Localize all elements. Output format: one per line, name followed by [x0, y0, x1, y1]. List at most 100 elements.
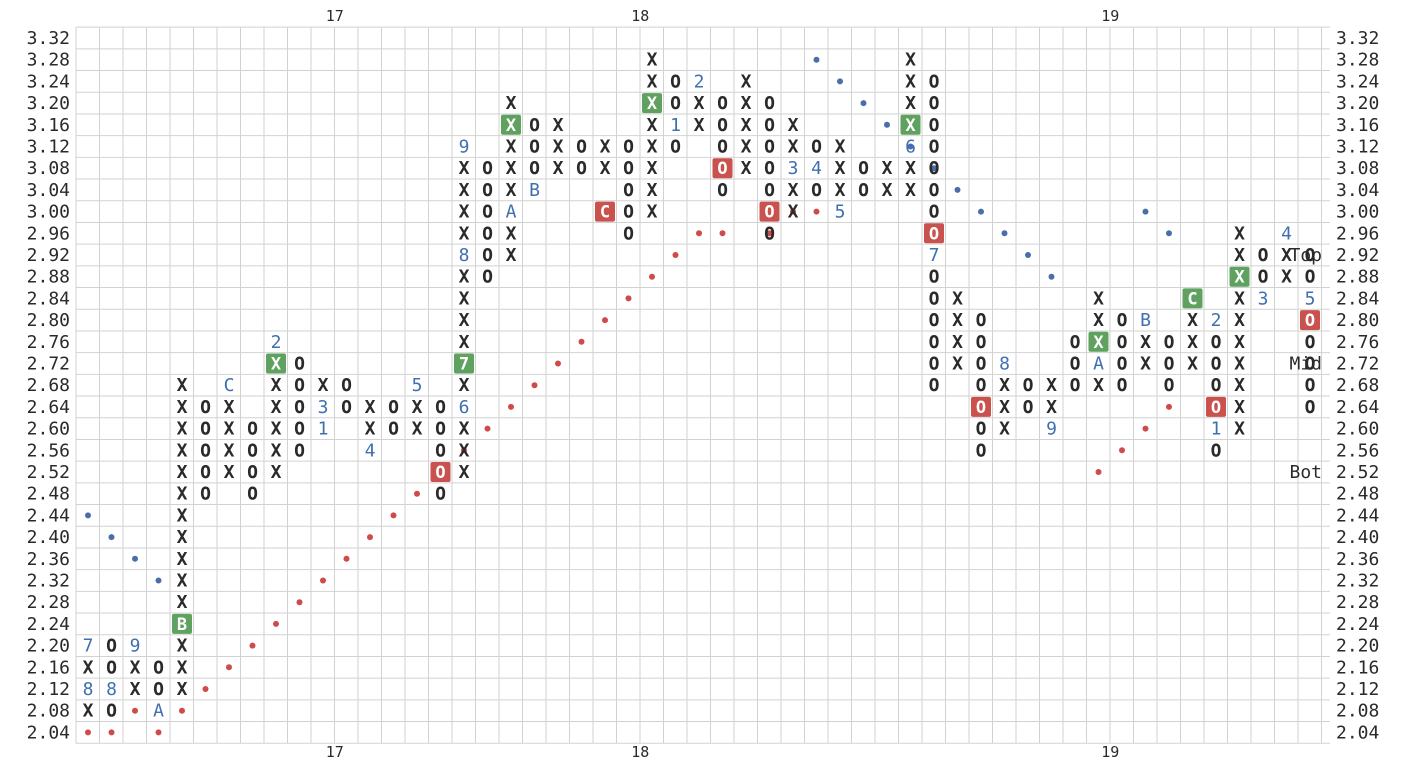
price-label-left: 2.96: [27, 223, 70, 244]
buy-signal-box: [454, 353, 474, 374]
price-label-right: 2.28: [1336, 592, 1379, 613]
x-box: X: [506, 245, 517, 266]
x-box: X: [1093, 288, 1104, 309]
resistance-line-dot: [931, 165, 937, 172]
price-label-right: 3.08: [1336, 158, 1379, 179]
o-box: O: [388, 397, 399, 418]
month-marker: 6: [905, 137, 916, 158]
x-box: X: [647, 115, 658, 136]
x-box: X: [600, 137, 611, 158]
o-box: O: [106, 636, 117, 657]
x-box: X: [835, 137, 846, 158]
support-line-dot: [602, 317, 608, 324]
o-box: O: [929, 375, 940, 396]
signal-box-label: O: [976, 398, 986, 418]
x-box: X: [694, 93, 705, 114]
x-box: X: [177, 375, 188, 396]
signal-box-label: X: [647, 94, 658, 114]
x-box: X: [459, 202, 470, 223]
support-line-dot: [226, 664, 232, 671]
o-box: O: [576, 137, 587, 158]
price-label-right: 2.52: [1336, 462, 1379, 483]
year-label-bottom: 19: [1101, 743, 1119, 761]
price-label-right: 2.60: [1336, 419, 1379, 440]
price-label-left: 2.24: [27, 614, 70, 635]
band-labels: Top Mid Bot: [1289, 245, 1322, 483]
o-box: O: [764, 137, 775, 158]
x-box: X: [882, 180, 893, 201]
x-box: X: [177, 657, 188, 678]
sell-signal-box: [712, 158, 733, 179]
x-box: X: [694, 115, 705, 136]
x-box: X: [647, 50, 658, 71]
resistance-line-dot: [85, 512, 91, 519]
resistance-line-dot: [1001, 230, 1008, 237]
x-box: X: [905, 158, 916, 179]
support-line-dot: [672, 252, 679, 258]
x-box: X: [459, 462, 470, 483]
month-marker: 7: [83, 636, 94, 657]
support-line-dot: [484, 425, 491, 432]
o-box: O: [1211, 440, 1222, 461]
support-line-dot: [790, 208, 796, 215]
signal-box-label: X: [905, 116, 916, 136]
trend-lines: [85, 56, 1172, 736]
x-box: X: [1234, 397, 1245, 418]
price-label-right: 2.80: [1336, 310, 1379, 331]
o-box: O: [529, 137, 540, 158]
price-label-right: 3.32: [1336, 28, 1379, 49]
o-box: O: [200, 484, 211, 505]
support-line-dot: [813, 208, 820, 215]
x-box: X: [647, 71, 658, 92]
month-marker: A: [506, 202, 517, 223]
price-label-right: 2.16: [1336, 657, 1379, 678]
support-line-dot: [1166, 403, 1172, 410]
price-label-left: 2.32: [27, 571, 70, 592]
month-marker: C: [224, 375, 235, 396]
o-box: O: [482, 267, 493, 288]
o-box: O: [929, 115, 940, 136]
o-box: O: [1258, 245, 1269, 266]
signal-box-label: O: [764, 203, 774, 223]
price-label-left: 2.04: [27, 722, 70, 743]
x-box: X: [506, 93, 517, 114]
sell-signal-box: [924, 223, 944, 244]
price-label-right: 2.72: [1336, 354, 1379, 375]
month-marker: 8: [106, 679, 117, 700]
o-box: O: [670, 71, 681, 92]
month-marker: 6: [459, 397, 470, 418]
resistance-line-dot: [1025, 252, 1031, 258]
o-box: O: [1211, 332, 1222, 353]
o-box: O: [623, 180, 634, 201]
x-box: X: [224, 397, 235, 418]
o-box: O: [717, 180, 728, 201]
chart-grid: [75, 26, 1330, 744]
month-marker: B: [529, 180, 540, 201]
x-box: X: [1234, 332, 1245, 353]
x-box: X: [459, 332, 470, 353]
band-label-top: Top: [1289, 245, 1322, 266]
year-label-bottom: 17: [326, 743, 344, 761]
price-label-left: 2.28: [27, 592, 70, 613]
support-line-dot: [108, 729, 115, 736]
signal-box-label: O: [1305, 311, 1315, 331]
x-box: X: [741, 93, 752, 114]
o-box: O: [341, 375, 352, 396]
support-line-dot: [578, 338, 585, 345]
resistance-line-dot: [860, 100, 867, 107]
price-label-left: 2.68: [27, 375, 70, 396]
support-line-dot: [249, 642, 256, 649]
o-box: O: [435, 484, 446, 505]
month-marker: 1: [1211, 419, 1222, 440]
price-label-left: 2.20: [27, 636, 70, 657]
x-box: X: [506, 223, 517, 244]
o-box: O: [1023, 375, 1034, 396]
o-box: O: [1070, 375, 1081, 396]
o-box: O: [1305, 245, 1316, 266]
o-box: O: [717, 137, 728, 158]
x-box: X: [999, 375, 1010, 396]
signal-box-label: B: [177, 615, 187, 635]
o-box: O: [929, 93, 940, 114]
